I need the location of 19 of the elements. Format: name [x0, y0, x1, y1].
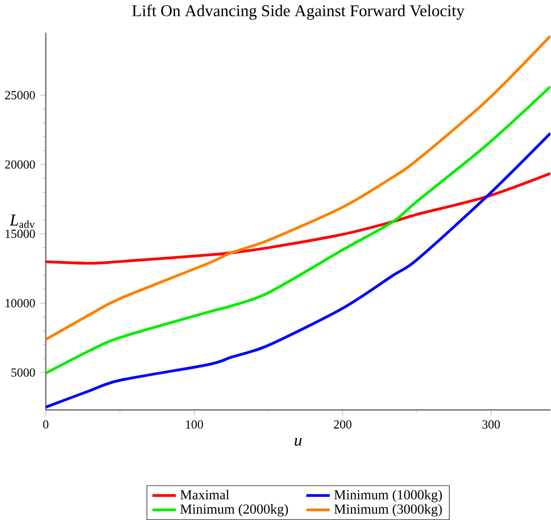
y-axis-title: L$_{adv}$: [10, 214, 35, 228]
legend-label: Maximal: [180, 490, 230, 500]
x-axis-title: u: [294, 438, 302, 446]
y-tick-label: 20000: [5, 160, 35, 169]
line-series: [46, 172, 550, 265]
legend-label: Minimum (3000kg): [334, 504, 442, 517]
line-series: [46, 85, 550, 375]
line-series: [46, 34, 550, 341]
x-tick-label: 100: [186, 420, 203, 429]
x-tick-label: 300: [482, 420, 500, 429]
y-tick-label: 10000: [6, 298, 35, 308]
y-tick-label: 5000: [11, 368, 35, 377]
legend-label: Minimum (1000kg): [334, 490, 442, 502]
legend-label: Minimum (2000kg): [180, 504, 288, 517]
chart-title: Lift On Advancing Side Against Forward Velocity: [132, 4, 464, 20]
y-tick-label: 15000: [6, 230, 35, 238]
x-tick-label: 0: [43, 420, 48, 429]
x-tick-label: 200: [334, 420, 352, 429]
y-tick-label: 25000: [5, 91, 35, 100]
